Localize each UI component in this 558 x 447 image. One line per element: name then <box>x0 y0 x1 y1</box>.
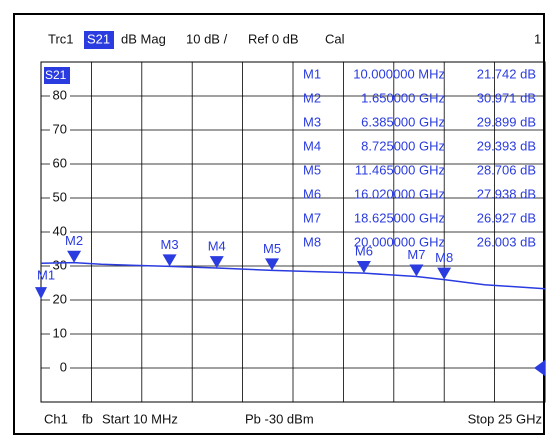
param-box <box>84 31 114 49</box>
marker-stimulus: 10.000000 MHz <box>353 66 445 81</box>
reference-marker <box>534 360 545 376</box>
y-tick-label: 40 <box>53 223 67 238</box>
marker-name: M5 <box>303 162 321 177</box>
y-tick-label: 50 <box>53 189 67 204</box>
y-tick-label: 80 <box>53 87 67 102</box>
tick-label-bg <box>50 157 70 171</box>
marker-label: M8 <box>435 250 453 265</box>
y-tick-label: 30 <box>53 257 67 272</box>
tick-label-bg <box>50 293 70 307</box>
y-tick-label: 70 <box>53 121 67 136</box>
tick-label-bg <box>50 361 70 375</box>
footer-stop: Stop 25 GHz <box>468 411 542 426</box>
frame <box>13 13 545 435</box>
marker-triangle <box>209 256 224 269</box>
trace-label-box <box>44 67 70 84</box>
marker-triangle <box>67 250 82 263</box>
format: dB Mag <box>121 31 166 46</box>
marker-response: 28.706 dB <box>477 162 536 177</box>
marker-name: M1 <box>303 66 321 81</box>
marker-stimulus: 8.725000 GHz <box>361 138 445 153</box>
marker-triangle <box>162 254 177 267</box>
marker-response: 26.003 dB <box>477 234 536 249</box>
tick-label-bg <box>50 191 70 205</box>
trace-name: Trc1 <box>48 31 74 46</box>
tick-label-bg <box>50 225 70 239</box>
y-tick-label: 10 <box>53 325 67 340</box>
marker-response: 21.742 dB <box>477 66 536 81</box>
marker-label: M6 <box>355 243 373 258</box>
marker-name: M3 <box>303 114 321 129</box>
cal: Cal <box>325 31 345 46</box>
marker-label: M5 <box>263 241 281 256</box>
marker-stimulus: 11.465000 GHz <box>355 162 445 177</box>
marker-response: 26.927 dB <box>477 210 536 225</box>
y-tick-label: 20 <box>53 291 67 306</box>
marker-response: 27.938 dB <box>477 186 536 201</box>
marker-label: M7 <box>407 247 425 262</box>
marker-label: M1 <box>37 268 55 283</box>
marker-name: M6 <box>303 186 321 201</box>
marker-response: 29.899 dB <box>477 114 536 129</box>
marker-triangle <box>265 258 280 271</box>
marker-triangle <box>35 287 47 300</box>
tick-label-bg <box>50 123 70 137</box>
scale: 10 dB / <box>186 31 228 46</box>
channel-number: 1 <box>534 31 541 46</box>
marker-stimulus: 1.650000 GHz <box>361 90 445 105</box>
marker-stimulus: 20.000000 GHz <box>354 234 445 249</box>
marker-stimulus: 18.625000 GHz <box>354 210 445 225</box>
marker-response: 29.393 dB <box>477 138 536 153</box>
y-tick-label: 0 <box>60 359 67 374</box>
marker-label: M3 <box>161 237 179 252</box>
marker-triangle <box>356 261 371 274</box>
marker-triangle <box>437 267 452 280</box>
trace-line <box>40 261 546 290</box>
footer-channel: Ch1 <box>44 411 68 426</box>
marker-triangle <box>409 264 424 277</box>
tick-label-bg <box>50 327 70 341</box>
marker-stimulus: 6.385000 GHz <box>361 114 445 129</box>
marker-name: M8 <box>303 234 321 249</box>
marker-label: M2 <box>65 233 83 248</box>
footer-mode: fb <box>82 411 93 426</box>
footer-power: Pb -30 dBm <box>245 411 314 426</box>
param: S21 <box>87 31 110 46</box>
marker-name: M4 <box>303 138 321 153</box>
tick-label-bg <box>50 89 70 103</box>
trace-label: S21 <box>45 68 67 82</box>
y-tick-label: 60 <box>53 155 67 170</box>
ref: Ref 0 dB <box>248 31 299 46</box>
marker-name: M2 <box>303 90 321 105</box>
footer-start: Start 10 MHz <box>102 411 178 426</box>
marker-stimulus: 16.020000 GHz <box>354 186 445 201</box>
marker-name: M7 <box>303 210 321 225</box>
marker-response: 30.971 dB <box>477 90 536 105</box>
marker-label: M4 <box>208 239 226 254</box>
